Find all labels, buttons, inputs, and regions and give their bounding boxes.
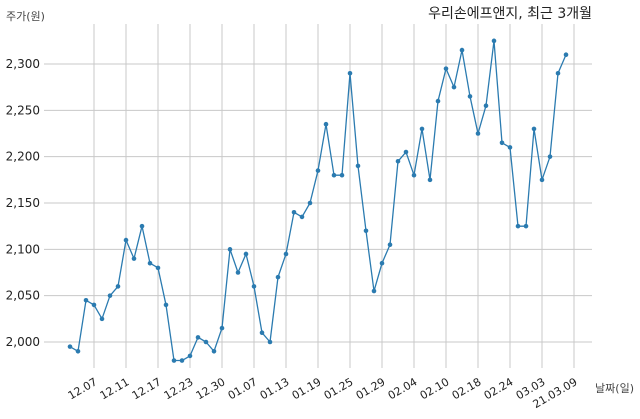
x-tick-label: 02.10: [418, 375, 452, 402]
grid-layer: [44, 24, 592, 368]
data-point: [499, 140, 505, 146]
data-point: [235, 270, 241, 275]
data-point: [275, 274, 281, 280]
data-point: [347, 70, 353, 76]
data-point: [115, 284, 121, 289]
x-tick-label: 12.11: [98, 375, 132, 402]
x-tick-label: 01.29: [354, 375, 388, 402]
x-tick-label: 01.07: [226, 375, 260, 402]
data-point: [475, 131, 481, 136]
y-tick-label: 2,300: [6, 57, 40, 71]
data-point: [507, 145, 513, 150]
data-point: [83, 298, 89, 303]
data-point: [515, 223, 521, 229]
data-point: [131, 256, 137, 261]
x-axis-label: 날짜(일): [595, 381, 634, 395]
data-point: [187, 353, 193, 359]
data-point: [139, 223, 145, 229]
y-tick-label: 2,000: [6, 335, 40, 349]
x-tick-label: 12.07: [66, 375, 100, 402]
data-point: [67, 344, 73, 349]
data-point: [251, 284, 257, 289]
data-point: [419, 126, 425, 132]
data-point: [219, 325, 225, 331]
y-tick-label: 2,050: [6, 289, 40, 303]
data-point: [211, 348, 217, 354]
y-tick-label: 2,150: [6, 196, 40, 210]
x-axis-ticks: 12.0712.1112.1712.2312.3001.0701.1301.19…: [66, 375, 580, 411]
data-point: [467, 94, 473, 99]
y-axis-ticks: 2,000 2,050 2,100 2,150 2,200 2,250 2,300: [6, 57, 40, 349]
data-point: [435, 98, 441, 104]
data-point: [539, 177, 545, 183]
data-points-layer: [67, 38, 569, 363]
y-tick-label: 2,100: [6, 242, 40, 256]
data-point: [459, 47, 465, 53]
data-point: [483, 103, 489, 108]
data-point: [547, 154, 553, 159]
data-point: [299, 214, 305, 220]
data-point: [379, 260, 385, 266]
data-point: [307, 200, 313, 206]
data-point: [163, 302, 169, 308]
chart-title: 우리손에프앤지, 최근 3개월: [428, 6, 592, 22]
x-tick-label: 02.24: [482, 375, 516, 402]
data-point: [75, 348, 81, 354]
data-point: [355, 163, 361, 169]
data-point: [171, 358, 177, 363]
data-point: [491, 38, 497, 44]
data-point: [339, 172, 345, 178]
data-point: [451, 84, 457, 90]
data-point: [147, 260, 153, 266]
data-point: [563, 52, 569, 58]
data-point: [203, 339, 209, 345]
data-point: [523, 223, 529, 229]
data-point: [443, 66, 449, 71]
data-point: [243, 251, 249, 257]
x-tick-label: 12.30: [194, 375, 228, 402]
data-point: [155, 265, 161, 271]
x-tick-label: 02.18: [450, 375, 484, 402]
data-point: [195, 335, 201, 340]
x-tick-label: 01.13: [258, 375, 292, 402]
y-axis-label: 주가(원): [6, 10, 45, 23]
data-point: [403, 149, 409, 155]
data-point: [99, 316, 105, 322]
data-point: [387, 242, 393, 247]
data-point: [427, 177, 433, 183]
data-point: [555, 70, 561, 76]
data-point: [363, 228, 369, 234]
data-point: [259, 330, 265, 336]
y-tick-label: 2,200: [6, 150, 40, 164]
data-point: [227, 247, 233, 252]
x-tick-label: 12.17: [130, 375, 164, 402]
data-point: [331, 172, 337, 178]
data-point: [371, 288, 377, 294]
x-tick-label: 01.25: [322, 375, 356, 402]
data-point: [179, 358, 185, 363]
data-point: [395, 159, 401, 164]
x-tick-label: 02.04: [386, 375, 420, 402]
data-point: [123, 237, 129, 243]
data-point: [283, 251, 289, 257]
data-point: [267, 339, 273, 345]
x-tick-label: 12.23: [162, 375, 196, 402]
data-point: [291, 209, 297, 215]
data-point: [315, 168, 321, 173]
data-point: [91, 302, 97, 308]
data-point: [411, 172, 417, 178]
data-point: [107, 293, 113, 298]
data-point: [323, 121, 329, 127]
y-tick-label: 2,250: [6, 103, 40, 117]
data-point: [531, 126, 537, 132]
x-tick-label: 01.19: [290, 375, 324, 402]
